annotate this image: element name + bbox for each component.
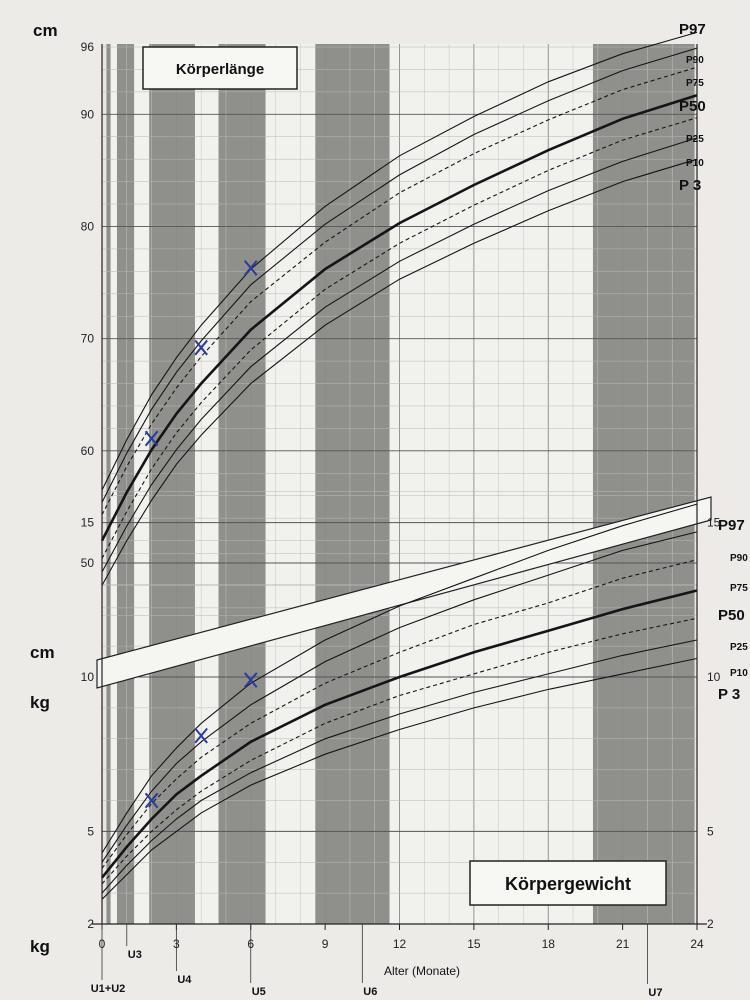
- light-window-3: [265, 44, 316, 924]
- shaded-window-2: [149, 44, 195, 924]
- weight-curve-p97: [101, 503, 698, 854]
- x-tick-24: 24: [690, 937, 704, 951]
- weight-tick-15: 15: [81, 516, 95, 530]
- length-tick-60: 60: [81, 444, 95, 458]
- weight-curve-p50: [100, 589, 698, 879]
- weight-tick-5: 5: [87, 824, 94, 838]
- light-window-0: [110, 44, 117, 924]
- x-tick-18: 18: [542, 937, 556, 951]
- length-tick-90: 90: [81, 107, 95, 121]
- length-label-p50: P50: [679, 98, 706, 115]
- weight-measurement-1-stroke-b: [194, 727, 208, 744]
- length-measurement-0-stroke-b: [144, 430, 159, 447]
- weight-curve-p10: [101, 639, 698, 894]
- weight-unit-top: kg: [30, 693, 50, 712]
- measurement-marks: [144, 260, 258, 809]
- checkup-label-u4: U4: [177, 974, 192, 986]
- length-label-p25: P25: [686, 134, 704, 145]
- x-tick-0: 0: [99, 937, 106, 951]
- x-tick-9: 9: [322, 937, 329, 951]
- length-measurement-2: [243, 260, 258, 276]
- length-tick-70: 70: [81, 332, 95, 346]
- x-tick-21: 21: [616, 937, 630, 951]
- length-curve-p50: [100, 93, 698, 542]
- checkup-label-u5: U5: [252, 986, 266, 998]
- weight-label-p3: P 3: [718, 686, 740, 703]
- axis-labels: P97 P90 P75 P50 P25 P10 P 3 P97 P90 P75 P50 P25 P10 P…: [81, 21, 749, 999]
- length-measurement-0: [144, 430, 159, 447]
- weight-label-p50: P50: [718, 607, 745, 624]
- length-unit-top: cm: [33, 21, 58, 40]
- light-window-2: [194, 44, 219, 924]
- weight-measurement-1: [194, 727, 208, 744]
- weight-measurement-0-stroke-b: [144, 792, 159, 809]
- length-label-p3: P 3: [679, 177, 701, 194]
- weight-measurement-2-stroke-b: [243, 672, 258, 688]
- weight-tick-right-2: 2: [707, 917, 714, 931]
- length-label-p97: P97: [679, 21, 706, 38]
- weight-measurement-2: [243, 672, 258, 688]
- length-title: Körperlänge: [176, 61, 264, 78]
- x-tick-3: 3: [173, 937, 180, 951]
- length-measurement-2-stroke-b: [243, 260, 258, 276]
- length-tick-50: 50: [81, 556, 95, 570]
- length-measurement-1: [194, 339, 208, 356]
- weight-label-p97: P97: [718, 517, 745, 534]
- length-curve-p75: [101, 66, 698, 516]
- weight-curve-p3: [101, 657, 698, 900]
- weight-unit-bottom: kg: [30, 937, 50, 956]
- x-tick-15: 15: [467, 937, 481, 951]
- length-percentile-curves: [100, 31, 698, 586]
- weight-measurement-0: [144, 792, 159, 809]
- checkup-label-u3: U3: [128, 949, 142, 961]
- checkup-label-u1-u2: U1+U2: [91, 983, 126, 995]
- length-tick-96: 96: [81, 40, 95, 54]
- weight-label-p75: P75: [730, 583, 748, 594]
- length-label-p75: P75: [686, 78, 704, 89]
- shaded-window-0: [106, 44, 111, 924]
- cm-kg-divider-band: [96, 496, 712, 689]
- weight-label-p10: P10: [730, 668, 748, 679]
- axes: [92, 44, 707, 984]
- x-tick-12: 12: [393, 937, 407, 951]
- length-label-p10: P10: [686, 158, 704, 169]
- weight-tick-right-10: 10: [707, 670, 721, 684]
- length-unit-bottom: cm: [30, 643, 55, 662]
- shaded-window-5: [592, 44, 695, 924]
- length-tick-80: 80: [81, 219, 95, 233]
- shaded-window-4: [315, 44, 390, 924]
- weight-label-p25: P25: [730, 642, 748, 653]
- length-measurement-1-stroke-b: [194, 339, 208, 356]
- length-curve-p10: [101, 137, 698, 573]
- weight-title: Körpergewicht: [505, 874, 631, 894]
- x-axis-title: Alter (Monate): [384, 964, 460, 978]
- divider-band: [96, 496, 712, 689]
- weight-tick-10: 10: [81, 670, 95, 684]
- length-curve-p25: [101, 117, 698, 559]
- light-window-4: [389, 44, 593, 924]
- weight-label-p90: P90: [730, 553, 748, 564]
- shaded-window-1: [116, 44, 135, 924]
- length-label-p90: P90: [686, 55, 704, 66]
- weight-tick-right-15: 15: [707, 516, 721, 530]
- length-curve-p97: [101, 31, 698, 491]
- length-curve-p90: [101, 47, 698, 503]
- weight-title-box: Körpergewicht: [469, 860, 667, 906]
- checkup-label-u6: U6: [363, 986, 377, 998]
- weight-curve-p25: [101, 617, 698, 885]
- light-window-1: [134, 44, 150, 924]
- shaded-window-3: [218, 44, 266, 924]
- checkup-label-u7: U7: [648, 987, 662, 999]
- weight-tick-2: 2: [87, 917, 94, 931]
- length-curve-p3: [101, 158, 698, 586]
- x-tick-6: 6: [247, 937, 254, 951]
- length-title-box: Körperlänge: [142, 46, 298, 90]
- weight-percentile-curves: [100, 503, 698, 900]
- weight-tick-right-5: 5: [707, 824, 714, 838]
